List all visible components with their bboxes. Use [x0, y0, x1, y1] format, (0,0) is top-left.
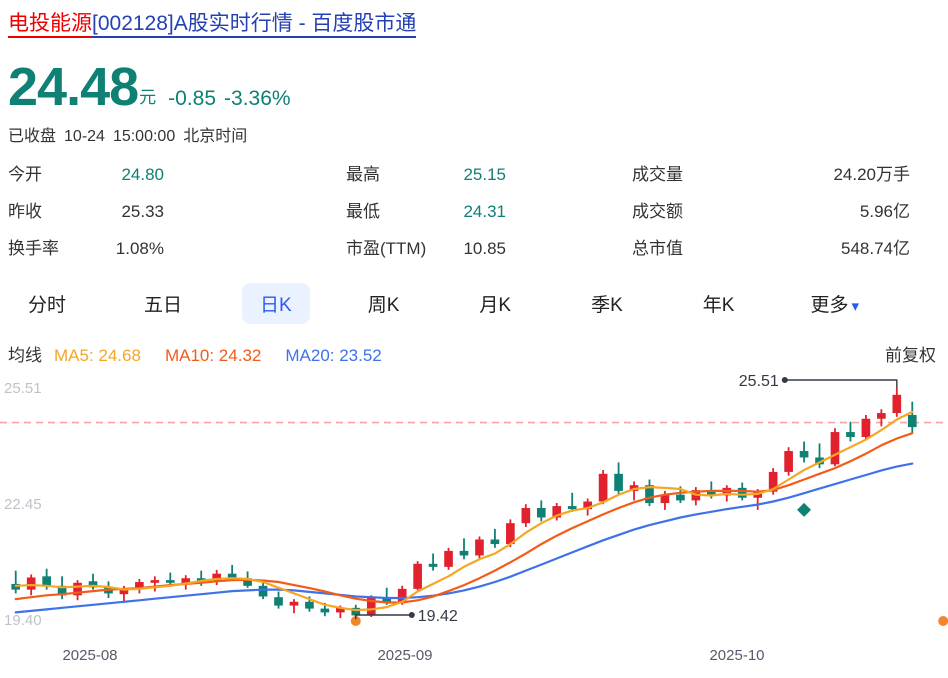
current-price: 24.48 [8, 57, 139, 117]
price-unit: 元 [139, 88, 157, 107]
low-dot-marker[interactable] [350, 616, 361, 626]
chevron-down-icon: ▾ [851, 297, 860, 315]
stat-label: 昨收 [8, 202, 42, 221]
ma10-legend: MA10: 24.32 [164, 346, 262, 365]
price-change: -0.85 [168, 87, 217, 110]
svg-text:19.42: 19.42 [418, 608, 458, 625]
x-axis-tick: 2025-08 [62, 647, 117, 664]
candlestick-chart[interactable]: 25.51 22.45 19.40 25.51 19.42 2025-08 2025-09 2… [0, 372, 948, 678]
tab-quarter-k[interactable]: 季K [591, 294, 623, 316]
tab-month-k[interactable]: 月K [479, 294, 512, 316]
stat-turnover-amount: 成交额 5.96亿 [632, 197, 948, 222]
stats-grid: 今开 24.80 最高 25.15 成交量 24.20万手 昨收 25.33 最… [0, 160, 948, 259]
ma-legend: 均线 MA5: 24.68 MA10: 24.32 MA20: 23.52 [8, 341, 406, 366]
stat-label: 成交额 [632, 202, 683, 221]
y-axis-tick: 25.51 [4, 380, 42, 397]
stat-value: 1.08% [115, 239, 164, 258]
stat-pe-ttm: 市盈(TTM) 10.85 [316, 234, 632, 259]
x-axis-tick: 2025-09 [377, 647, 432, 664]
stat-label: 最低 [346, 202, 380, 221]
tab-week-k[interactable]: 周K [367, 294, 400, 316]
chart-period-tabs: 分时 五日 日K 周K 月K 季K 年K 更多 ▾ [0, 282, 948, 324]
more-tabs-label: 更多 [810, 294, 849, 316]
stock-title-rest: [002128]A股实时行情 - 百度股市通 [92, 12, 417, 38]
diamond-marker[interactable] [797, 502, 812, 517]
tab-year-k[interactable]: 年K [702, 294, 735, 316]
high-annotation: 25.51 [739, 373, 898, 390]
quote-timezone: 北京时间 [183, 128, 248, 145]
kchart-svg[interactable]: 25.51 22.45 19.40 25.51 19.42 2025-08 2025-09 2… [0, 372, 948, 678]
stat-volume: 成交量 24.20万手 [632, 160, 948, 185]
market-status-row: 已收盘 10-24 15:00:00 北京时间 [8, 122, 255, 146]
stat-market-cap: 总市值 548.74亿 [632, 234, 948, 259]
ma5-legend: MA5: 24.68 [54, 346, 141, 365]
stat-value: 24.20万手 [833, 165, 910, 184]
candle-series [11, 388, 917, 620]
stat-prev-close: 昨收 25.33 [0, 197, 316, 222]
stat-low: 最低 24.31 [316, 197, 632, 222]
quote-price-row: 24.48 元 -0.85 -3.36% [8, 58, 291, 116]
ma10-line [14, 432, 914, 604]
stat-value: 24.31 [463, 202, 506, 221]
tab-five-day[interactable]: 五日 [144, 294, 183, 316]
stat-high: 最高 25.15 [316, 160, 632, 185]
stat-value: 25.15 [463, 165, 506, 184]
ma5-line [14, 410, 914, 612]
right-dot-marker[interactable] [938, 616, 948, 626]
quote-time: 15:00:00 [112, 128, 176, 145]
y-axis-tick: 22.45 [4, 496, 42, 513]
x-axis-tick: 2025-10 [709, 647, 764, 664]
stat-value: 24.80 [121, 165, 164, 184]
stat-value: 10.85 [463, 239, 506, 258]
stat-value: 25.33 [121, 202, 164, 221]
market-status: 已收盘 [8, 128, 57, 145]
ma20-legend: MA20: 23.52 [285, 346, 382, 365]
y-axis-tick: 19.40 [4, 612, 42, 629]
stat-turnover-rate: 换手率 1.08% [0, 234, 316, 259]
stat-value: 548.74亿 [841, 239, 910, 258]
stat-label: 市盈(TTM) [346, 239, 427, 258]
stock-name: 电投能源 [8, 12, 92, 38]
stat-label: 总市值 [632, 239, 683, 258]
stat-label: 最高 [346, 165, 380, 184]
stat-label: 今开 [8, 165, 42, 184]
page-title[interactable]: 电投能源[002128]A股实时行情 - 百度股市通 [8, 10, 417, 38]
ma20-line [14, 462, 914, 614]
price-change-percent: -3.36% [224, 87, 291, 110]
svg-text:25.51: 25.51 [739, 373, 779, 390]
tab-day-k[interactable]: 日K [242, 282, 310, 324]
low-annotation: 19.42 [355, 608, 458, 625]
stat-label: 换手率 [8, 239, 59, 258]
stat-open: 今开 24.80 [0, 160, 316, 185]
stat-label: 成交量 [632, 165, 683, 184]
tab-fenshi[interactable]: 分时 [28, 294, 67, 316]
ma-legend-title: 均线 [8, 346, 42, 365]
more-tabs-button[interactable]: 更多 ▾ [792, 283, 877, 324]
quote-date: 10-24 [64, 128, 105, 145]
adjustment-type-label[interactable]: 前复权 [885, 346, 936, 365]
stat-value: 5.96亿 [859, 202, 910, 221]
